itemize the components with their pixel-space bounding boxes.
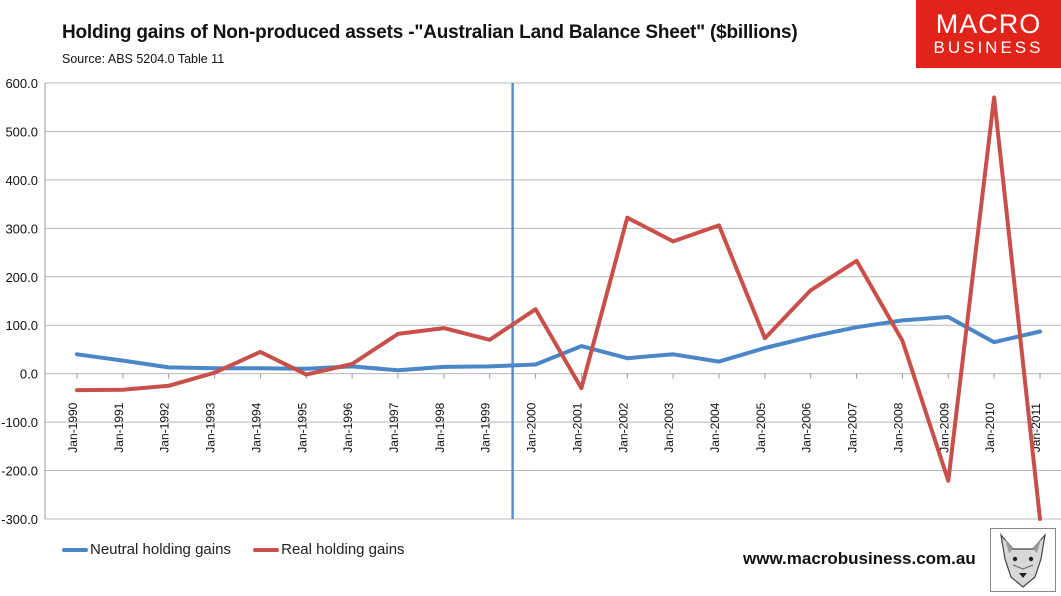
x-tick-label: Jan-1995	[295, 402, 309, 452]
y-tick-label: -100.0	[1, 415, 38, 430]
x-tick-label: Jan-2002	[616, 402, 630, 452]
x-tick-label: Jan-2009	[937, 402, 951, 452]
x-tick-label: Jan-1998	[433, 402, 447, 452]
wolf-head-icon	[990, 528, 1056, 592]
y-tick-label: 300.0	[5, 221, 38, 236]
x-axis: Jan-1990 Jan-1991 Jan-1992 Jan-1993 Jan-1994…	[66, 374, 1043, 453]
y-tick-label: -300.0	[1, 512, 38, 527]
x-tick-label: Jan-2006	[800, 402, 814, 452]
x-tick-label: Jan-2004	[708, 402, 722, 452]
website-link[interactable]: www.macrobusiness.com.au	[743, 549, 976, 569]
y-tick-label: 100.0	[5, 318, 38, 333]
x-tick-label: Jan-2001	[570, 402, 584, 452]
x-tick-label: Jan-1994	[249, 402, 263, 452]
y-tick-label: 0.0	[20, 367, 38, 382]
x-tick-label: Jan-1996	[341, 402, 355, 452]
x-tick-label: Jan-1997	[387, 402, 401, 452]
y-axis: -300.0 -200.0 -100.0 0.0 100.0 200.0 300.0 400.…	[1, 76, 45, 527]
x-tick-label: Jan-2003	[662, 402, 676, 452]
x-tick-label: Jan-2000	[525, 402, 539, 452]
x-tick-label: Jan-2007	[846, 402, 860, 452]
y-tick-label: 200.0	[5, 270, 38, 285]
legend-label-real: Real holding gains	[281, 541, 404, 558]
x-tick-label: Jan-1993	[204, 402, 218, 452]
series-line	[77, 98, 1040, 520]
legend-swatch-real	[253, 548, 279, 552]
x-tick-label: Jan-1992	[158, 402, 172, 452]
legend-swatch-neutral	[62, 548, 88, 552]
legend-item-neutral: Neutral holding gains	[62, 541, 231, 558]
series-lines	[77, 97, 1040, 519]
y-tick-label: 500.0	[5, 124, 38, 139]
gridlines	[45, 83, 1061, 519]
x-tick-label: Jan-2010	[983, 402, 997, 452]
y-tick-label: 600.0	[5, 76, 38, 91]
x-tick-label: Jan-1991	[112, 402, 126, 452]
x-tick-label: Jan-1990	[66, 402, 80, 452]
legend-item-real: Real holding gains	[253, 541, 404, 558]
legend: Neutral holding gains Real holding gains	[62, 541, 423, 558]
y-tick-label: 400.0	[5, 173, 38, 188]
legend-label-neutral: Neutral holding gains	[90, 541, 231, 558]
series-real	[77, 97, 1040, 519]
x-tick-label: Jan-2008	[891, 402, 905, 452]
x-tick-label: Jan-2005	[754, 402, 768, 452]
y-tick-label: -200.0	[1, 464, 38, 479]
x-tick-label: Jan-1999	[479, 402, 493, 452]
